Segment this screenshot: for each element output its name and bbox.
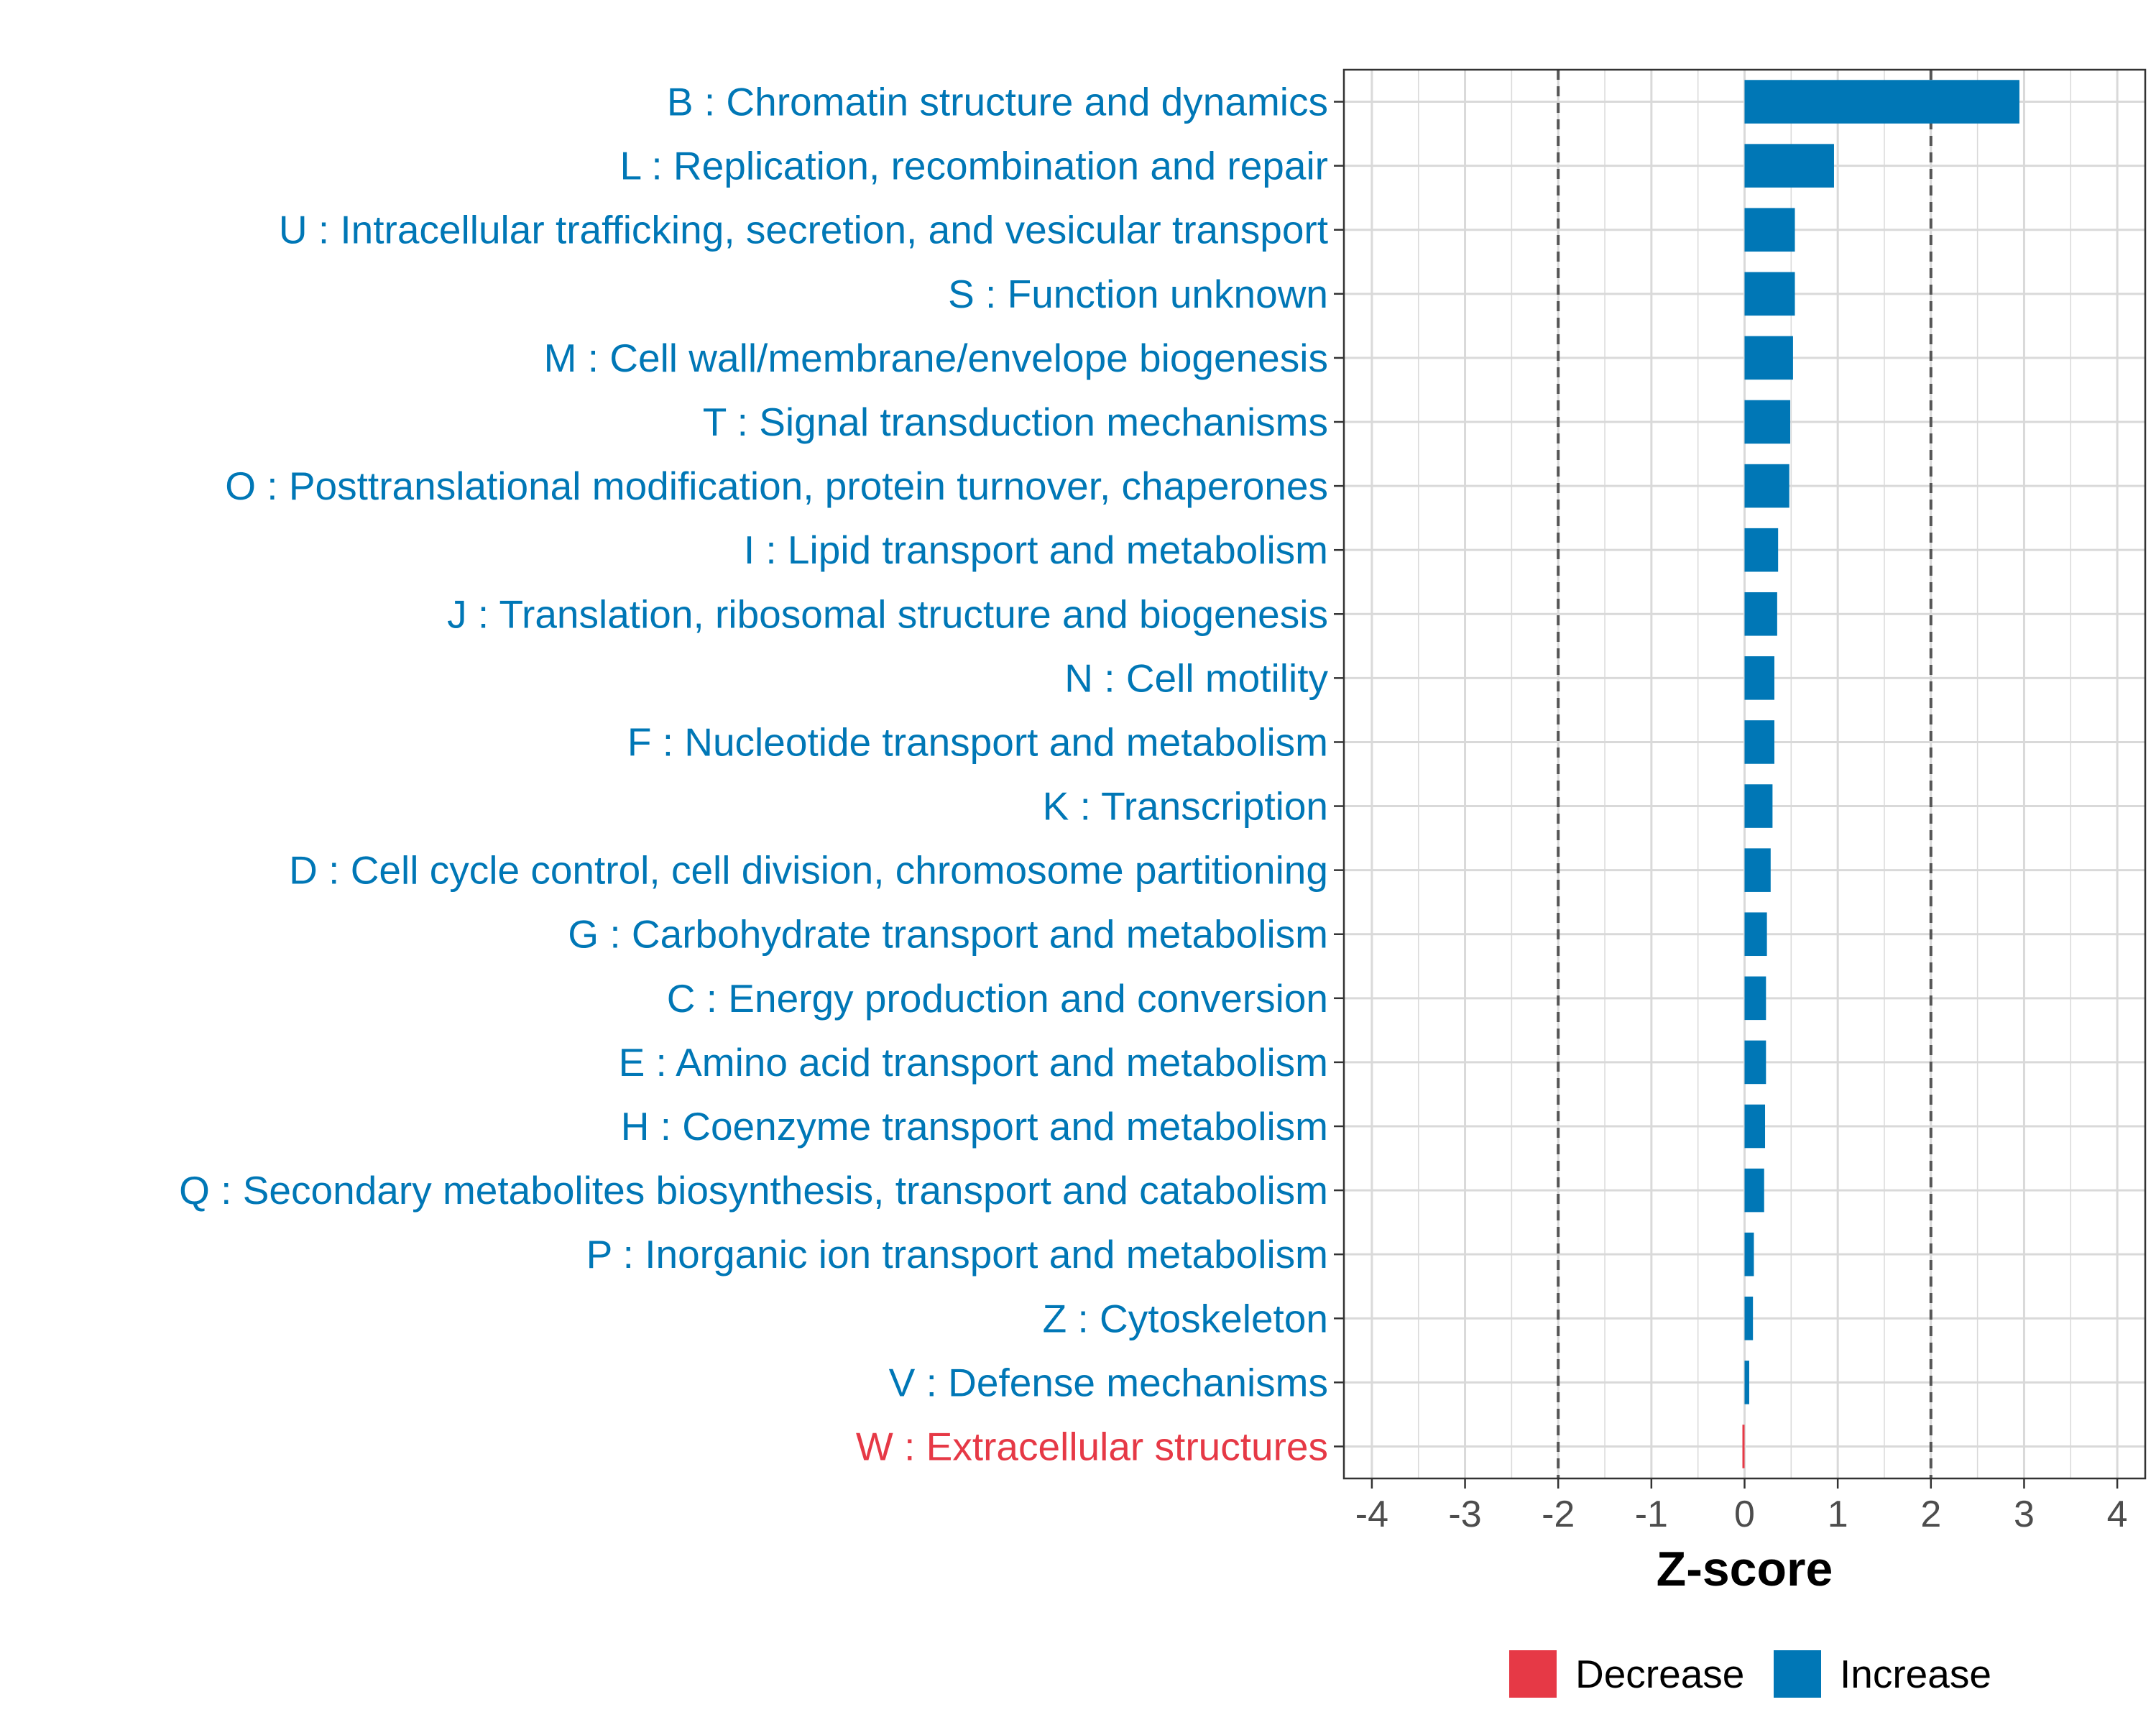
bar: [1744, 784, 1773, 828]
category-label: W : Extracellular structures: [856, 1424, 1328, 1468]
legend-swatch: [1509, 1650, 1557, 1698]
category-label: O : Posttranslational modification, prot…: [225, 464, 1328, 508]
x-tick-label: 1: [1828, 1494, 1848, 1535]
x-tick-label: -2: [1542, 1494, 1575, 1535]
bar: [1744, 336, 1793, 380]
category-label: E : Amino acid transport and metabolism: [619, 1040, 1328, 1085]
x-tick-label: -3: [1448, 1494, 1481, 1535]
category-label: L : Replication, recombination and repai…: [620, 144, 1328, 188]
category-label: T : Signal transduction mechanisms: [703, 400, 1328, 444]
x-tick-label: 2: [1920, 1494, 1941, 1535]
bar: [1744, 1296, 1754, 1340]
bar: [1744, 208, 1795, 252]
bar: [1744, 1104, 1766, 1149]
category-label: N : Cell motility: [1064, 656, 1328, 700]
category-label: S : Function unknown: [948, 272, 1328, 316]
category-label: G : Carbohydrate transport and metabolis…: [568, 912, 1328, 957]
category-label: P : Inorganic ion transport and metaboli…: [586, 1232, 1328, 1276]
legend-label: Decrease: [1575, 1652, 1744, 1696]
category-label: Z : Cytoskeleton: [1043, 1296, 1328, 1340]
category-label: K : Transcription: [1043, 784, 1328, 829]
category-label: U : Intracellular trafficking, secretion…: [279, 208, 1328, 252]
bar: [1744, 1361, 1749, 1404]
legend: Decrease Increase: [1509, 1650, 1991, 1698]
x-tick-label: -4: [1355, 1494, 1388, 1535]
category-label: I : Lipid transport and metabolism: [744, 528, 1328, 572]
bar: [1744, 912, 1767, 957]
category-label: H : Coenzyme transport and metabolism: [621, 1104, 1328, 1149]
x-tick-label: 0: [1734, 1494, 1755, 1535]
category-label: D : Cell cycle control, cell division, c…: [289, 848, 1328, 893]
bar: [1744, 976, 1766, 1021]
bar: [1744, 80, 2019, 124]
x-axis-title: Z-score: [1657, 1542, 1833, 1596]
bar-layer: [1742, 80, 2019, 1468]
category-label: F : Nucleotide transport and metabolism: [627, 719, 1328, 764]
bar: [1744, 1040, 1766, 1085]
threshold-layer: [1557, 70, 1932, 1478]
y-axis-ticks: [1334, 101, 1344, 1448]
bar: [1744, 592, 1777, 636]
legend-swatch: [1774, 1650, 1821, 1698]
category-label: Q : Secondary metabolites biosynthesis, …: [179, 1168, 1328, 1213]
y-axis-labels: B : Chromatin structure and dynamics L : …: [179, 80, 1328, 1469]
category-label: C : Energy production and conversion: [667, 976, 1328, 1021]
category-label: B : Chromatin structure and dynamics: [667, 80, 1328, 124]
x-axis-ticks: -4 -3 -2 -1 0 1 2 3 4: [1355, 1478, 2128, 1535]
legend-label: Increase: [1840, 1652, 1991, 1696]
bar: [1744, 464, 1789, 508]
x-tick-label: -1: [1635, 1494, 1668, 1535]
x-tick-label: 3: [2014, 1494, 2035, 1535]
bar: [1744, 1168, 1764, 1213]
bar: [1744, 400, 1791, 444]
bar: [1744, 720, 1774, 764]
x-tick-label: 4: [2107, 1494, 2128, 1535]
bar: [1744, 272, 1795, 316]
category-label: M : Cell wall/membrane/envelope biogenes…: [544, 336, 1328, 380]
bar: [1744, 144, 1834, 188]
bar: [1744, 848, 1771, 892]
bar: [1744, 656, 1774, 700]
bar: [1744, 528, 1779, 572]
bar: [1744, 1232, 1754, 1276]
bar: [1742, 1425, 1745, 1468]
category-label: V : Defense mechanisms: [889, 1360, 1328, 1404]
category-label: J : Translation, ribosomal structure and…: [447, 592, 1328, 636]
